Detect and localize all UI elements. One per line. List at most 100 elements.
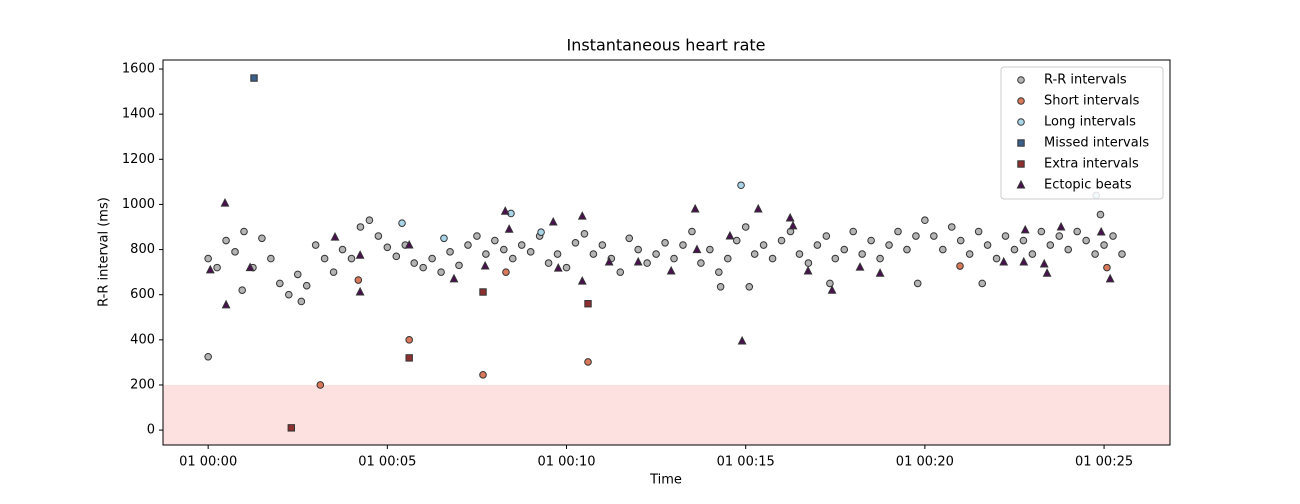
y-tick-label: 1400 — [122, 107, 155, 122]
x-tick-label: 01 00:00 — [179, 455, 237, 470]
data-point — [580, 229, 589, 238]
legend-marker — [1017, 97, 1025, 105]
legend-marker — [1017, 118, 1025, 126]
data-point — [287, 424, 295, 432]
data-point — [562, 263, 571, 272]
data-point — [803, 265, 813, 275]
data-point — [548, 216, 558, 226]
data-point — [894, 227, 902, 236]
data-point — [788, 220, 798, 230]
data-point — [500, 206, 510, 215]
data-point — [398, 219, 406, 227]
data-point — [302, 281, 311, 290]
data-point — [329, 268, 338, 276]
shaded-region — [163, 384, 1170, 445]
data-point — [692, 244, 702, 254]
data-point — [697, 259, 705, 267]
data-point — [732, 236, 741, 245]
legend-label: Ectopic beats — [1044, 178, 1132, 193]
data-point — [643, 259, 651, 267]
data-point — [679, 241, 687, 249]
data-point — [604, 256, 614, 266]
data-point — [840, 245, 849, 254]
data-point — [1046, 241, 1055, 249]
data-point — [1020, 224, 1030, 234]
data-point — [1064, 245, 1073, 254]
data-point — [1010, 245, 1019, 254]
data-point — [1105, 273, 1115, 283]
plot-frame — [162, 59, 1171, 446]
data-point — [999, 256, 1009, 266]
data-point — [480, 260, 490, 270]
chart-title: Instantaneous heart rate — [566, 36, 765, 55]
legend-label: Short intervals — [1044, 94, 1140, 109]
legend-marker — [1016, 179, 1026, 189]
data-point — [768, 254, 777, 263]
data-point — [938, 245, 947, 254]
data-point — [1019, 256, 1029, 266]
data-point — [737, 335, 747, 345]
data-point — [737, 181, 745, 190]
y-tick-label: 600 — [130, 287, 155, 302]
data-point — [849, 227, 858, 236]
data-point — [1055, 232, 1064, 240]
data-point — [365, 216, 374, 225]
data-point — [1019, 236, 1028, 245]
data-point — [347, 254, 356, 263]
data-point — [661, 238, 669, 247]
data-point — [577, 211, 587, 220]
data-point — [715, 268, 723, 276]
data-point — [205, 264, 215, 274]
data-point — [250, 74, 258, 82]
data-point — [777, 236, 786, 245]
data-point — [826, 279, 834, 288]
data-point — [822, 232, 831, 240]
y-tick-label: 1200 — [122, 152, 155, 167]
x-tick-label: 01 00:05 — [358, 455, 416, 470]
data-point — [652, 250, 660, 258]
y-tick-label: 1000 — [122, 197, 155, 212]
data-point — [428, 254, 436, 263]
data-point — [311, 241, 320, 249]
data-point — [221, 299, 231, 309]
data-point — [354, 276, 363, 284]
data-point — [867, 236, 875, 245]
legend-box — [1000, 66, 1164, 200]
legend-label: Extra intervals — [1044, 157, 1139, 172]
data-point — [577, 276, 587, 285]
data-point — [1091, 250, 1099, 258]
data-point — [508, 254, 517, 263]
data-point — [745, 283, 754, 291]
data-point — [723, 254, 732, 263]
y-tick-label: 800 — [130, 242, 155, 257]
data-point — [374, 232, 383, 240]
data-point — [355, 286, 365, 296]
data-point — [479, 371, 487, 379]
data-point — [1039, 258, 1049, 268]
data-point — [965, 250, 974, 258]
data-point — [482, 250, 490, 258]
data-point — [355, 250, 365, 259]
data-point — [437, 268, 445, 276]
data-point — [706, 245, 714, 254]
legend: R-R intervals Short intervals Long interva… — [1000, 66, 1164, 200]
data-point — [383, 243, 392, 252]
data-point — [405, 354, 413, 362]
y-axis-label: R-R interval (ms) — [97, 197, 112, 307]
data-point — [320, 254, 329, 263]
data-point — [625, 234, 634, 243]
data-point — [204, 352, 212, 361]
data-point — [616, 268, 625, 276]
data-point — [571, 238, 580, 247]
data-point — [553, 250, 562, 258]
data-point — [446, 248, 454, 256]
data-point — [455, 261, 463, 270]
data-point — [670, 254, 678, 263]
data-point — [238, 286, 246, 294]
data-point — [504, 224, 514, 233]
data-point — [440, 234, 448, 243]
data-point — [240, 227, 248, 236]
data-point — [245, 262, 255, 272]
data-point — [1103, 263, 1111, 272]
